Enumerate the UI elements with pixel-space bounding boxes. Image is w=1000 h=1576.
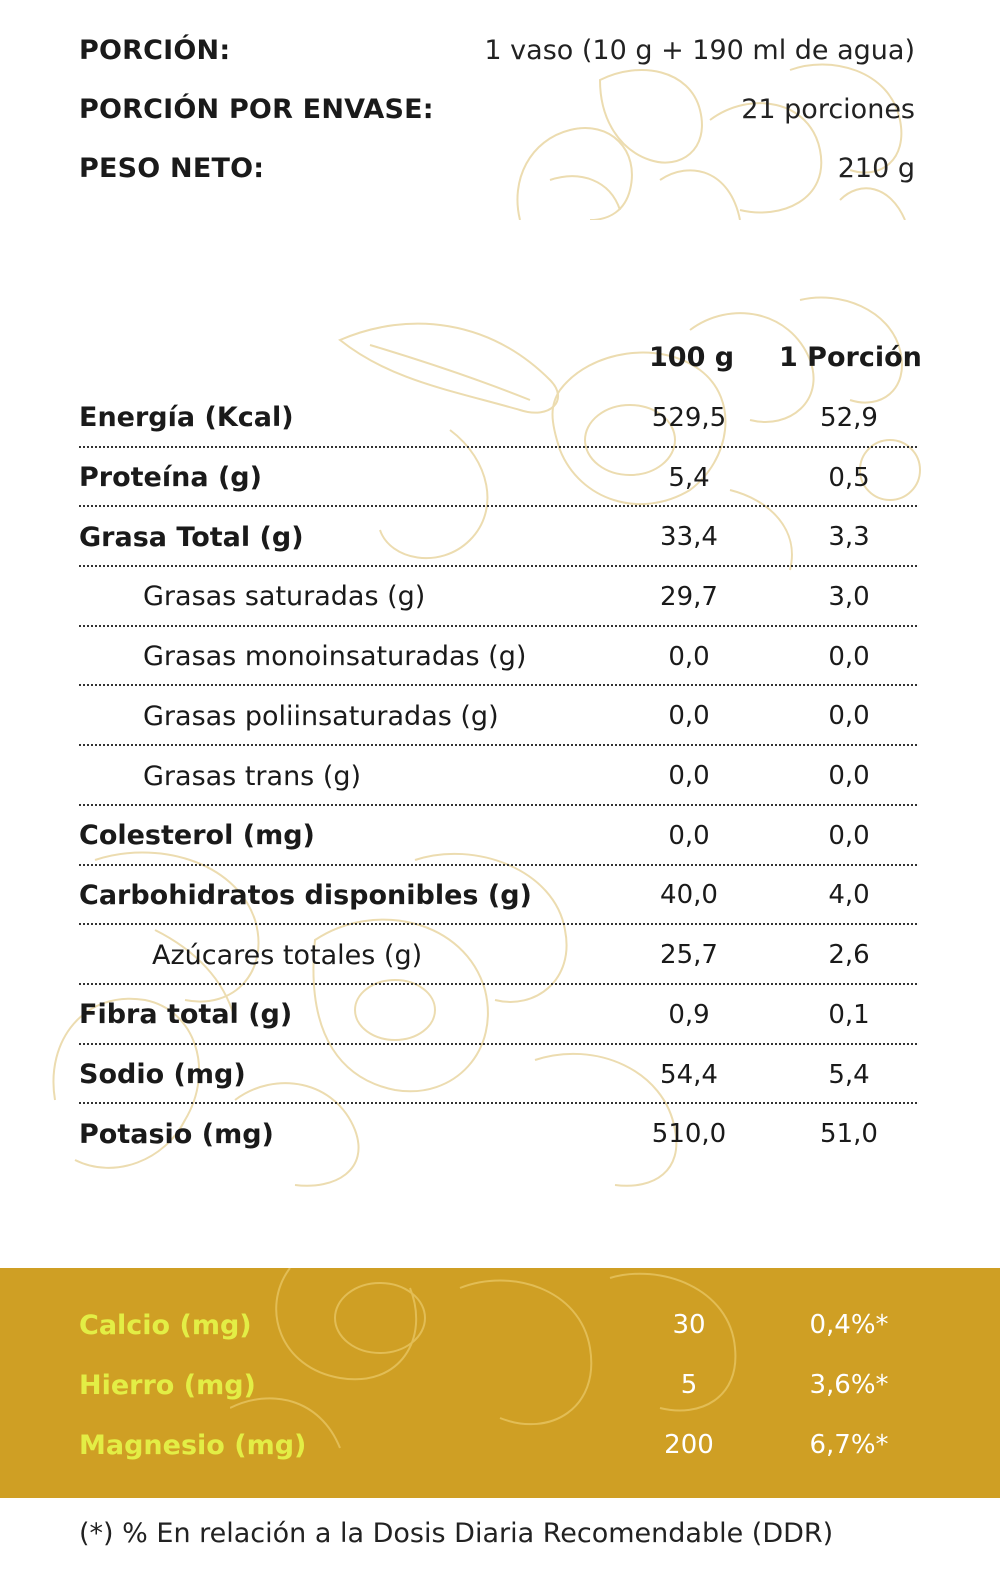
value-100g: 0,0 xyxy=(668,761,710,792)
mineral-amount: 200 xyxy=(664,1430,714,1460)
value-portion: 0,0 xyxy=(828,701,870,732)
portions-per-package-value: 21 porciones xyxy=(741,93,915,125)
mineral-label: Calcio (mg) xyxy=(79,1309,252,1341)
mineral-row-iron: Hierro (mg) 5 3,6%* xyxy=(79,1355,917,1415)
table-row-protein: Proteína (g) 5,4 0,5 xyxy=(79,448,917,508)
dotted-divider xyxy=(79,1102,917,1105)
value-portion: 3,0 xyxy=(828,581,870,612)
dotted-divider xyxy=(79,445,917,448)
table-row-sodium: Sodio (mg) 54,4 5,4 xyxy=(79,1045,917,1105)
value-100g: 33,4 xyxy=(660,522,718,553)
dotted-divider xyxy=(79,565,917,568)
value-100g: 0,0 xyxy=(668,701,710,732)
dotted-divider xyxy=(79,803,917,806)
dotted-divider xyxy=(79,982,917,985)
row-label: Grasas trans (g) xyxy=(143,760,362,792)
mineral-row-calcium: Calcio (mg) 30 0,4%* xyxy=(79,1295,917,1355)
minerals-band xyxy=(0,1268,1000,1498)
footnote: (*) % En relación a la Dosis Diaria Reco… xyxy=(79,1518,834,1549)
row-label: Azúcares totales (g) xyxy=(152,939,423,971)
mineral-label: Hierro (mg) xyxy=(79,1369,256,1401)
mineral-percent: 6,7%* xyxy=(809,1430,889,1460)
value-100g: 0,0 xyxy=(668,641,710,672)
value-100g: 5,4 xyxy=(668,462,710,493)
row-label: Potasio (mg) xyxy=(79,1118,274,1150)
net-weight-value: 210 g xyxy=(837,152,915,184)
row-label: Colesterol (mg) xyxy=(79,820,315,852)
value-portion: 5,4 xyxy=(828,1059,870,1090)
value-portion: 0,0 xyxy=(828,761,870,792)
dotted-divider xyxy=(79,505,917,508)
row-label: Energía (Kcal) xyxy=(79,402,294,434)
table-row-fiber: Fibra total (g) 0,9 0,1 xyxy=(79,985,917,1045)
value-100g: 529,5 xyxy=(651,402,727,433)
table-row-trans-fat: Grasas trans (g) 0,0 0,0 xyxy=(79,746,917,806)
value-portion: 2,6 xyxy=(828,940,870,971)
mineral-percent: 3,6%* xyxy=(809,1370,889,1400)
dotted-divider xyxy=(79,744,917,747)
info-row-portions-per-package: PORCIÓN POR ENVASE: 21 porciones xyxy=(79,89,915,129)
dotted-divider xyxy=(79,863,917,866)
value-100g: 510,0 xyxy=(651,1119,727,1150)
table-row-energy: Energía (Kcal) 529,5 52,9 xyxy=(79,388,917,448)
dotted-divider xyxy=(79,1042,917,1045)
dotted-divider xyxy=(79,923,917,926)
value-100g: 0,9 xyxy=(668,999,710,1030)
table-row-carbohydrates: Carbohidratos disponibles (g) 40,0 4,0 xyxy=(79,866,917,926)
row-label: Grasas saturadas (g) xyxy=(143,581,426,613)
row-label: Proteína (g) xyxy=(79,462,262,494)
value-portion: 4,0 xyxy=(828,880,870,911)
mineral-percent: 0,4%* xyxy=(809,1310,889,1340)
table-row-potassium: Potasio (mg) 510,0 51,0 xyxy=(79,1104,917,1164)
table-row-monounsaturated-fat: Grasas monoinsaturadas (g) 0,0 0,0 xyxy=(79,627,917,687)
value-100g: 0,0 xyxy=(668,820,710,851)
table-row-saturated-fat: Grasas saturadas (g) 29,7 3,0 xyxy=(79,567,917,627)
value-portion: 52,9 xyxy=(820,402,878,433)
value-portion: 0,0 xyxy=(828,820,870,851)
value-portion: 3,3 xyxy=(828,522,870,553)
value-portion: 51,0 xyxy=(820,1119,878,1150)
row-label: Carbohidratos disponibles (g) xyxy=(79,879,532,911)
value-100g: 40,0 xyxy=(660,880,718,911)
value-100g: 25,7 xyxy=(660,940,718,971)
row-label: Fibra total (g) xyxy=(79,999,293,1031)
value-100g: 29,7 xyxy=(660,581,718,612)
row-label: Grasas poliinsaturadas (g) xyxy=(143,700,499,732)
mineral-row-magnesium: Magnesio (mg) 200 6,7%* xyxy=(79,1415,917,1475)
row-label: Grasas monoinsaturadas (g) xyxy=(143,641,527,673)
info-row-portion: PORCIÓN: 1 vaso (10 g + 190 ml de agua) xyxy=(79,30,915,70)
dotted-divider xyxy=(79,624,917,627)
row-label: Grasa Total (g) xyxy=(79,521,304,553)
table-row-cholesterol: Colesterol (mg) 0,0 0,0 xyxy=(79,806,917,866)
table-row-polyunsaturated-fat: Grasas poliinsaturadas (g) 0,0 0,0 xyxy=(79,687,917,747)
mineral-amount: 5 xyxy=(680,1370,698,1400)
portion-value: 1 vaso (10 g + 190 ml de agua) xyxy=(484,34,915,66)
mineral-amount: 30 xyxy=(672,1310,706,1340)
portion-label: PORCIÓN: xyxy=(79,34,231,66)
column-header-portion: 1 Porción xyxy=(779,342,922,373)
value-portion: 0,1 xyxy=(828,999,870,1030)
dotted-divider xyxy=(79,684,917,687)
table-row-total-sugars: Azúcares totales (g) 25,7 2,6 xyxy=(79,925,917,985)
table-row-total-fat: Grasa Total (g) 33,4 3,3 xyxy=(79,507,917,568)
value-portion: 0,5 xyxy=(828,462,870,493)
mineral-label: Magnesio (mg) xyxy=(79,1429,307,1461)
fruit-illustration-top xyxy=(516,63,906,220)
column-header-100g: 100 g xyxy=(649,342,735,373)
row-label: Sodio (mg) xyxy=(79,1059,246,1091)
net-weight-label: PESO NETO: xyxy=(79,152,265,184)
value-100g: 54,4 xyxy=(660,1059,718,1090)
portions-per-package-label: PORCIÓN POR ENVASE: xyxy=(79,93,434,125)
value-portion: 0,0 xyxy=(828,641,870,672)
info-row-net-weight: PESO NETO: 210 g xyxy=(79,148,915,188)
